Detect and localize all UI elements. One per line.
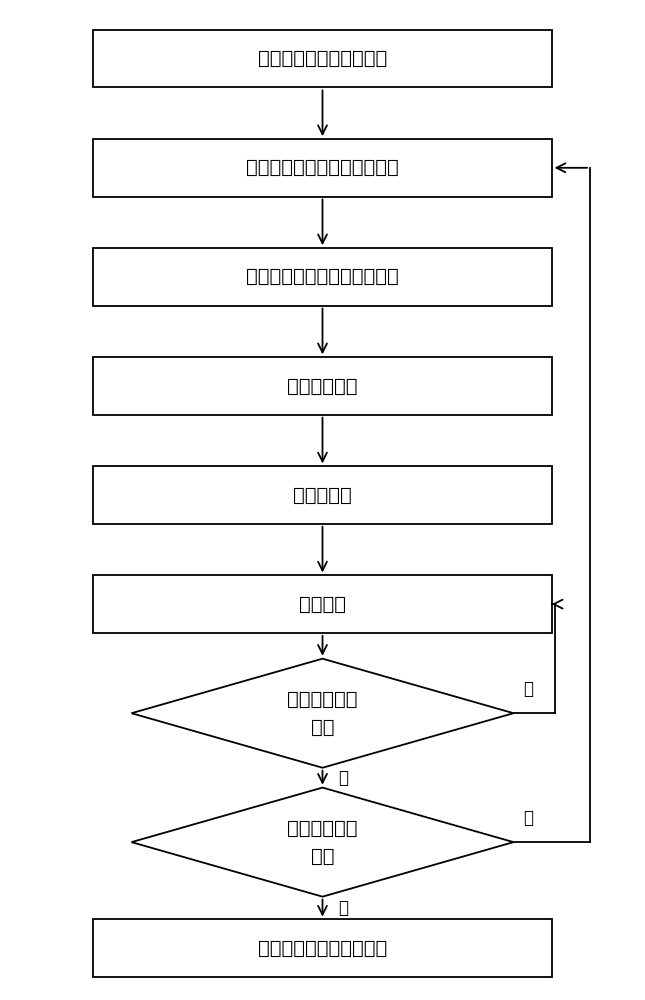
FancyBboxPatch shape [94, 466, 551, 524]
Text: 注入蒸汽: 注入蒸汽 [299, 595, 346, 614]
FancyBboxPatch shape [94, 248, 551, 306]
Polygon shape [132, 788, 513, 897]
Text: 结束人造泡沫油驱替开发: 结束人造泡沫油驱替开发 [258, 939, 387, 958]
Text: 注入人造泡沫油促发剂的段塞: 注入人造泡沫油促发剂的段塞 [246, 267, 399, 286]
Text: 是: 是 [339, 899, 348, 917]
FancyBboxPatch shape [94, 919, 551, 977]
FancyBboxPatch shape [94, 575, 551, 633]
Text: 是否达到转注
条件: 是否达到转注 条件 [287, 690, 358, 737]
Text: 否: 否 [523, 809, 533, 827]
Text: 是: 是 [339, 769, 348, 787]
Text: 生产井采油: 生产井采油 [293, 486, 352, 505]
FancyBboxPatch shape [94, 357, 551, 415]
FancyBboxPatch shape [94, 30, 551, 87]
Text: 停止井组蒸汽注入和采油过程: 停止井组蒸汽注入和采油过程 [246, 158, 399, 177]
Polygon shape [132, 659, 513, 768]
Text: 否: 否 [523, 680, 533, 698]
Text: 注入气体段塞: 注入气体段塞 [287, 376, 358, 395]
Text: 选定目标油藏和目标井组: 选定目标油藏和目标井组 [258, 49, 387, 68]
FancyBboxPatch shape [94, 139, 551, 197]
Text: 是否达到经济
下限: 是否达到经济 下限 [287, 819, 358, 866]
